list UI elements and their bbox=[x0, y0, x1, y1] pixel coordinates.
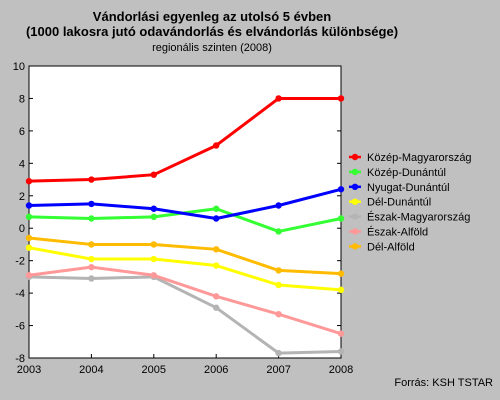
y-tick-label: -8 bbox=[15, 353, 25, 365]
data-point bbox=[275, 311, 282, 318]
legend-swatch-marker bbox=[351, 153, 359, 161]
series-line bbox=[28, 236, 342, 276]
series-line bbox=[28, 275, 342, 355]
data-point bbox=[25, 177, 33, 185]
data-point bbox=[213, 142, 220, 149]
x-tick-label: 2003 bbox=[17, 364, 41, 376]
data-point bbox=[88, 215, 95, 222]
legend-label: Közép-Magyarország bbox=[367, 152, 472, 164]
data-point bbox=[213, 293, 220, 300]
data-point bbox=[275, 202, 282, 209]
data-point bbox=[275, 349, 282, 357]
data-point bbox=[337, 348, 345, 355]
legend-item: Közép-Magyarország bbox=[349, 152, 472, 164]
data-point bbox=[150, 272, 157, 279]
data-point bbox=[213, 262, 220, 269]
legend-label: Közép-Dunántúl bbox=[367, 167, 446, 179]
legend-label: Nyugat-Dunántúl bbox=[367, 182, 450, 194]
x-tick-label: 2006 bbox=[204, 364, 228, 376]
data-point bbox=[150, 255, 157, 263]
legend-label: Dél-Dunántúl bbox=[367, 197, 431, 209]
y-tick-label: 6 bbox=[19, 126, 25, 138]
legend-swatch-marker bbox=[351, 228, 359, 235]
source-note: Forrás: KSH TSTAR bbox=[394, 377, 493, 389]
data-point bbox=[275, 267, 282, 274]
data-point bbox=[275, 228, 282, 235]
legend-label: Észak-Magyarország bbox=[367, 211, 470, 224]
legend-swatch-marker bbox=[351, 168, 359, 176]
y-tick-label: -2 bbox=[15, 256, 25, 268]
legend-swatch-marker bbox=[351, 243, 359, 250]
data-point bbox=[213, 205, 220, 212]
series-line bbox=[28, 187, 342, 220]
data-point bbox=[213, 215, 220, 222]
x-tick-label: 2007 bbox=[266, 364, 290, 376]
data-point bbox=[275, 281, 282, 289]
legend-swatch-marker bbox=[351, 213, 359, 220]
x-tick-label: 2008 bbox=[329, 364, 353, 376]
data-point bbox=[88, 176, 95, 183]
x-axis: 2003 2004 2005 2006 2007 2008 bbox=[17, 354, 353, 376]
data-point bbox=[337, 186, 345, 193]
data-point bbox=[88, 263, 95, 271]
data-point bbox=[25, 272, 33, 279]
y-tick-label: 10 bbox=[13, 61, 25, 73]
data-point bbox=[25, 213, 33, 221]
data-point bbox=[150, 213, 157, 221]
y-axis: -8 -6 -4 -2 0 2 4 6 8 10 bbox=[13, 61, 341, 365]
x-tick-label: 2004 bbox=[79, 364, 103, 376]
legend-label: Dél-Alföld bbox=[367, 241, 415, 253]
series-6 bbox=[25, 263, 345, 337]
chart-title: Vándorlási egyenleg az utolsó 5 évben bbox=[93, 9, 331, 24]
data-point bbox=[88, 275, 95, 282]
series-7 bbox=[25, 234, 345, 277]
y-tick-label: 4 bbox=[19, 158, 25, 170]
y-tick-label: 2 bbox=[19, 191, 25, 203]
y-tick-label: 0 bbox=[19, 223, 25, 235]
legend: Közép-Magyarország Közép-Dunántúl Nyugat-D… bbox=[349, 152, 472, 253]
data-point bbox=[25, 244, 33, 251]
data-point bbox=[150, 205, 157, 212]
data-point bbox=[213, 304, 220, 311]
data-point bbox=[337, 270, 345, 277]
legend-item: Dél-Dunántúl bbox=[349, 197, 431, 209]
chart-subtitle: regionális szinten (2008) bbox=[152, 42, 272, 54]
data-point bbox=[150, 241, 157, 248]
data-point bbox=[337, 95, 345, 102]
chart-title-line2: (1000 lakosra jutó odavándorlás és elván… bbox=[26, 24, 398, 39]
legend-swatch-marker bbox=[351, 183, 359, 190]
y-tick-label: -4 bbox=[15, 288, 25, 300]
legend-item: Észak-Magyarország bbox=[349, 211, 470, 224]
legend-item: Dél-Alföld bbox=[349, 241, 415, 253]
data-point bbox=[337, 286, 345, 294]
y-tick-label: 8 bbox=[19, 93, 25, 105]
series-layer bbox=[25, 95, 345, 357]
legend-item: Közép-Dunántúl bbox=[349, 167, 446, 179]
series-4 bbox=[25, 244, 345, 294]
legend-item: Nyugat-Dunántúl bbox=[349, 182, 450, 194]
data-point bbox=[25, 234, 33, 242]
series-line bbox=[28, 265, 342, 336]
data-point bbox=[150, 171, 157, 178]
data-point bbox=[337, 215, 345, 222]
data-point bbox=[275, 95, 282, 102]
data-point bbox=[337, 330, 345, 337]
data-point bbox=[88, 241, 95, 248]
series-line bbox=[28, 96, 341, 183]
x-tick-label: 2005 bbox=[142, 364, 166, 376]
legend-swatch-marker bbox=[351, 198, 359, 205]
legend-item: Észak-Alföld bbox=[349, 226, 428, 239]
legend-label: Észak-Alföld bbox=[367, 226, 428, 239]
data-point bbox=[25, 202, 33, 209]
data-point bbox=[88, 255, 95, 263]
series-3 bbox=[25, 186, 345, 222]
y-tick-label: -6 bbox=[15, 321, 25, 333]
data-point bbox=[213, 246, 220, 253]
series-line bbox=[28, 246, 342, 292]
data-point bbox=[88, 200, 95, 208]
series-1 bbox=[25, 95, 345, 185]
